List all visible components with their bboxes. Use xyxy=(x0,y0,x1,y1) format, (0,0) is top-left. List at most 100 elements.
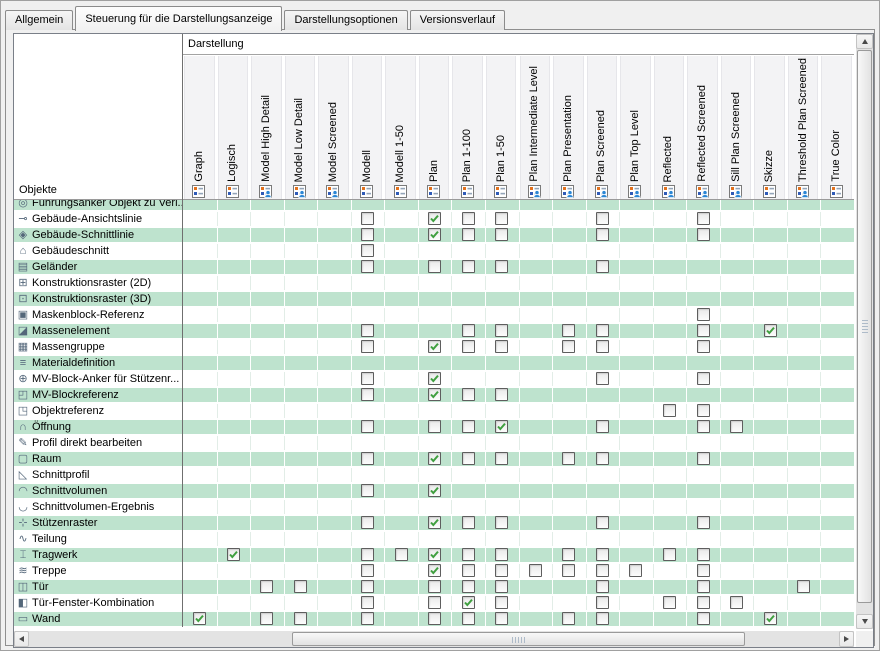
scroll-up-button[interactable] xyxy=(856,34,873,49)
display-checkbox[interactable] xyxy=(361,452,375,465)
display-checkbox[interactable] xyxy=(293,580,307,593)
display-checkbox[interactable] xyxy=(495,612,509,625)
display-checkbox-checked[interactable] xyxy=(428,212,442,225)
object-row-label[interactable]: ◡ Schnittvolumen-Ergebnis xyxy=(14,499,182,515)
display-checkbox[interactable] xyxy=(428,260,442,273)
object-row-label[interactable]: ◈ Gebäude-Schnittlinie xyxy=(14,227,182,243)
display-checkbox[interactable] xyxy=(562,548,576,561)
display-checkbox[interactable] xyxy=(461,516,475,529)
display-checkbox[interactable] xyxy=(696,340,710,353)
object-row-label[interactable]: ◰ MV-Blockreferenz xyxy=(14,387,182,403)
scroll-down-button[interactable] xyxy=(856,614,873,629)
column-header[interactable]: Reflected xyxy=(653,56,685,199)
display-checkbox-checked[interactable] xyxy=(428,340,442,353)
display-checkbox-checked[interactable] xyxy=(428,564,442,577)
display-checkbox[interactable] xyxy=(495,596,509,609)
display-checkbox[interactable] xyxy=(562,324,576,337)
column-header[interactable]: Model High Detail xyxy=(251,56,282,199)
vertical-scrollbar-thumb[interactable] xyxy=(857,50,872,603)
display-checkbox[interactable] xyxy=(361,420,375,433)
display-checkbox[interactable] xyxy=(595,324,609,337)
display-checkbox-checked[interactable] xyxy=(428,452,442,465)
display-checkbox[interactable] xyxy=(797,580,811,593)
display-checkbox[interactable] xyxy=(595,372,609,385)
display-checkbox[interactable] xyxy=(495,564,509,577)
object-row-label[interactable]: ◧ Tür-Fenster-Kombination xyxy=(14,595,182,611)
object-row-label[interactable]: ◎ Führungsanker Objekt zu Verl... xyxy=(14,200,182,211)
display-checkbox[interactable] xyxy=(562,612,576,625)
column-header[interactable]: Plan 1-50 xyxy=(485,56,517,199)
display-checkbox[interactable] xyxy=(361,596,375,609)
column-header[interactable]: Plan Screened xyxy=(586,56,618,199)
display-checkbox[interactable] xyxy=(361,580,375,593)
display-checkbox[interactable] xyxy=(495,228,509,241)
scroll-right-button[interactable] xyxy=(839,631,854,647)
object-row-label[interactable]: ∩ Öffnung xyxy=(14,419,182,435)
display-checkbox[interactable] xyxy=(495,548,509,561)
object-row-label[interactable]: ◺ Schnittprofil xyxy=(14,467,182,483)
column-header[interactable]: True Color xyxy=(821,56,852,199)
display-checkbox[interactable] xyxy=(461,548,475,561)
display-checkbox[interactable] xyxy=(562,452,576,465)
display-checkbox[interactable] xyxy=(260,612,274,625)
display-checkbox[interactable] xyxy=(730,596,744,609)
column-header[interactable]: Plan Top Level xyxy=(620,56,651,199)
display-checkbox[interactable] xyxy=(629,564,643,577)
vertical-scrollbar[interactable] xyxy=(856,34,873,629)
display-checkbox[interactable] xyxy=(595,596,609,609)
display-checkbox-checked[interactable] xyxy=(763,324,777,337)
column-header[interactable]: Plan Presentation xyxy=(553,56,584,199)
object-row-label[interactable]: ≋ Treppe xyxy=(14,563,182,579)
column-header[interactable]: Skizze xyxy=(754,56,785,199)
display-checkbox[interactable] xyxy=(495,452,509,465)
display-checkbox[interactable] xyxy=(461,260,475,273)
display-checkbox[interactable] xyxy=(461,388,475,401)
display-checkbox[interactable] xyxy=(461,324,475,337)
display-checkbox[interactable] xyxy=(461,452,475,465)
tab-steuerung-darstellungsanzeige[interactable]: Steuerung für die Darstellungsanzeige xyxy=(75,6,283,31)
object-row-label[interactable]: ⌶ Tragwerk xyxy=(14,547,182,563)
display-checkbox[interactable] xyxy=(361,612,375,625)
display-checkbox-checked[interactable] xyxy=(428,388,442,401)
display-checkbox[interactable] xyxy=(495,580,509,593)
display-checkbox-checked[interactable] xyxy=(428,484,442,497)
object-row-label[interactable]: ▢ Raum xyxy=(14,451,182,467)
display-checkbox[interactable] xyxy=(361,564,375,577)
display-checkbox[interactable] xyxy=(260,580,274,593)
display-checkbox-checked[interactable] xyxy=(428,548,442,561)
column-header[interactable]: Plan 1-100 xyxy=(452,56,483,199)
display-checkbox[interactable] xyxy=(696,308,710,321)
display-checkbox-checked[interactable] xyxy=(461,596,475,609)
display-checkbox[interactable] xyxy=(696,452,710,465)
display-checkbox[interactable] xyxy=(595,260,609,273)
display-checkbox[interactable] xyxy=(361,260,375,273)
display-checkbox[interactable] xyxy=(428,420,442,433)
object-row-label[interactable]: ⊕ MV-Block-Anker für Stützenr... xyxy=(14,371,182,387)
column-header[interactable]: Plan Intermediate Level xyxy=(519,56,551,199)
tab-versionsverlauf[interactable]: Versionsverlauf xyxy=(409,10,506,30)
display-checkbox[interactable] xyxy=(495,324,509,337)
display-checkbox[interactable] xyxy=(428,596,442,609)
object-row-label[interactable]: ▣ Maskenblock-Referenz xyxy=(14,307,182,323)
horizontal-scrollbar-thumb[interactable] xyxy=(292,632,745,646)
display-checkbox[interactable] xyxy=(730,420,744,433)
display-checkbox-checked[interactable] xyxy=(428,372,442,385)
display-checkbox[interactable] xyxy=(495,340,509,353)
display-checkbox[interactable] xyxy=(495,388,509,401)
display-checkbox[interactable] xyxy=(696,324,710,337)
display-checkbox[interactable] xyxy=(495,516,509,529)
display-checkbox[interactable] xyxy=(461,580,475,593)
display-checkbox-checked[interactable] xyxy=(428,516,442,529)
display-checkbox-checked[interactable] xyxy=(193,612,207,625)
column-header[interactable]: Modell xyxy=(351,56,383,199)
object-row-label[interactable]: ⊞ Konstruktionsraster (2D) xyxy=(14,275,182,291)
display-checkbox[interactable] xyxy=(662,404,676,417)
object-row-label[interactable]: ⊹ Stützenraster xyxy=(14,515,182,531)
display-checkbox[interactable] xyxy=(495,260,509,273)
object-row-label[interactable]: ◠ Schnittvolumen xyxy=(14,483,182,499)
display-checkbox[interactable] xyxy=(696,580,710,593)
display-checkbox[interactable] xyxy=(595,516,609,529)
object-row-label[interactable]: ∿ Teilung xyxy=(14,531,182,547)
display-checkbox[interactable] xyxy=(595,548,609,561)
display-checkbox[interactable] xyxy=(595,228,609,241)
